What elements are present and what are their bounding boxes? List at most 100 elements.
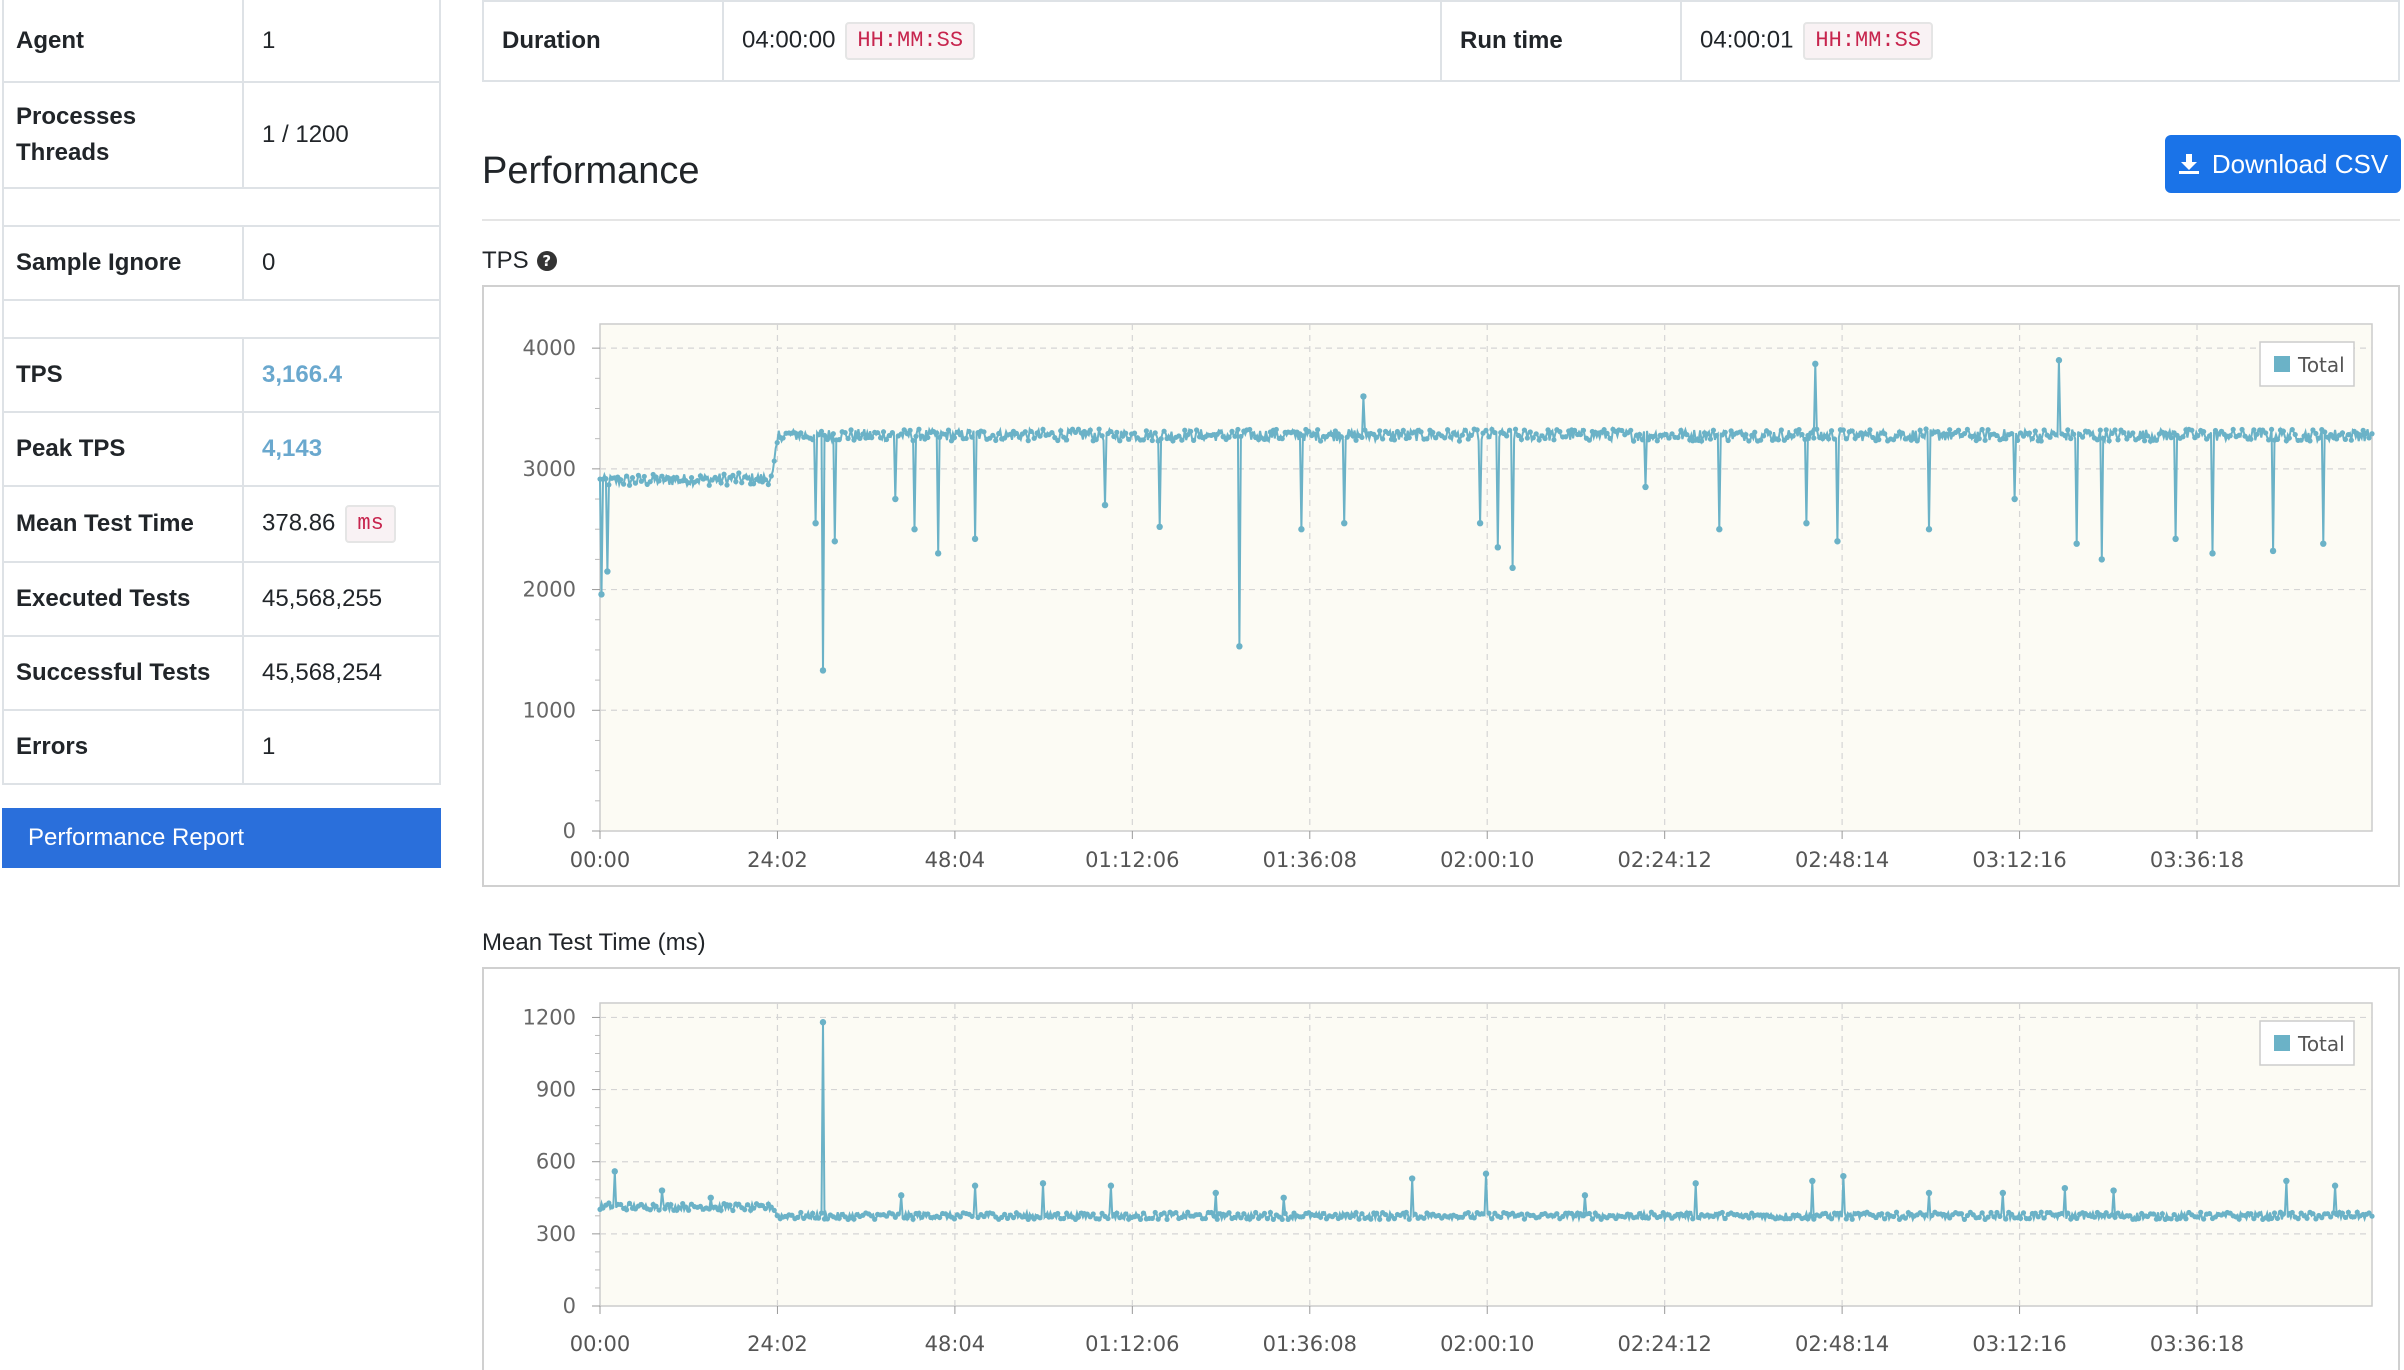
data-point bbox=[1064, 437, 1070, 443]
duration-format: HH:MM:SS bbox=[845, 22, 976, 60]
data-point bbox=[2180, 434, 2186, 440]
data-point bbox=[996, 430, 1002, 437]
data-point bbox=[1471, 1215, 1477, 1221]
y-tick-label: 900 bbox=[536, 1078, 576, 1102]
data-point bbox=[1722, 1215, 1728, 1222]
summary-row-sample-ignore: Sample Ignore 0 bbox=[2, 225, 441, 301]
data-point bbox=[2239, 426, 2245, 433]
download-csv-button[interactable]: Download CSV bbox=[2165, 135, 2401, 193]
data-point bbox=[1406, 435, 1412, 441]
data-point bbox=[1790, 433, 1796, 439]
data-point bbox=[1282, 1210, 1288, 1216]
spike-point bbox=[1107, 1182, 1115, 1189]
data-point bbox=[1628, 427, 1634, 433]
data-point bbox=[1707, 436, 1714, 442]
data-point bbox=[883, 436, 890, 443]
data-point bbox=[1604, 430, 1610, 436]
data-point bbox=[694, 477, 701, 484]
data-point bbox=[1651, 433, 1657, 439]
data-point bbox=[1843, 1216, 1849, 1222]
spike-point bbox=[1298, 526, 1305, 533]
legend: Total bbox=[2259, 1020, 2355, 1066]
data-point bbox=[718, 480, 724, 486]
data-point bbox=[1126, 436, 1132, 442]
data-point bbox=[609, 1204, 615, 1210]
data-point bbox=[1687, 1210, 1693, 1216]
data-point bbox=[762, 1206, 768, 1212]
data-point bbox=[957, 432, 963, 438]
data-point bbox=[2032, 428, 2038, 434]
x-tick-label: 01:36:08 bbox=[1263, 848, 1357, 872]
data-point bbox=[2103, 427, 2109, 433]
summary-row-agent: Agent 1 bbox=[2, 0, 441, 83]
spike-point bbox=[1280, 1194, 1287, 1201]
data-point bbox=[1964, 426, 1970, 433]
legend: Total bbox=[2259, 341, 2355, 387]
data-point bbox=[2183, 1216, 2189, 1222]
x-tick-label: 48:04 bbox=[925, 848, 986, 872]
data-point bbox=[2313, 1216, 2319, 1222]
data-point bbox=[2103, 1210, 2109, 1216]
duration-table: Duration 04:00:00 HH:MM:SS Run time 04:00… bbox=[482, 0, 2400, 82]
data-point bbox=[1418, 429, 1424, 435]
data-point bbox=[2106, 438, 2112, 444]
data-point bbox=[2168, 1216, 2174, 1222]
question-circle-icon[interactable]: ? bbox=[536, 251, 557, 271]
data-point bbox=[1997, 1213, 2003, 1219]
data-point bbox=[1143, 428, 1149, 434]
data-point bbox=[2345, 432, 2351, 438]
data-point bbox=[1979, 1210, 1985, 1216]
data-point bbox=[913, 433, 919, 439]
data-point bbox=[641, 473, 647, 480]
data-point bbox=[1146, 432, 1152, 438]
data-point bbox=[1382, 1211, 1389, 1218]
data-point bbox=[2333, 436, 2340, 442]
data-point bbox=[1061, 1215, 1067, 1222]
data-point bbox=[810, 1210, 816, 1216]
data-point bbox=[2342, 436, 2349, 442]
run-time-value: 04:00:01 bbox=[1700, 26, 1794, 54]
data-point bbox=[653, 1203, 659, 1209]
data-point bbox=[1368, 1216, 1374, 1222]
data-point bbox=[857, 435, 863, 442]
data-point bbox=[1430, 429, 1436, 436]
data-point bbox=[1105, 1215, 1111, 1222]
data-point bbox=[2339, 1210, 2346, 1216]
summary-row-processes: Processes Threads 1 / 1200 bbox=[2, 81, 441, 189]
data-point bbox=[824, 1216, 831, 1222]
spike-point bbox=[604, 568, 611, 575]
processes-label: Processes Threads bbox=[2, 81, 244, 189]
data-point bbox=[1055, 437, 1061, 444]
data-point bbox=[2251, 1216, 2257, 1222]
data-point bbox=[798, 1209, 804, 1216]
data-point bbox=[647, 479, 653, 485]
data-point bbox=[2009, 1211, 2015, 1217]
data-point bbox=[1264, 1216, 1271, 1222]
data-point bbox=[626, 1200, 633, 1206]
data-point bbox=[2310, 427, 2316, 433]
data-point bbox=[1096, 426, 1102, 432]
data-point bbox=[1332, 1211, 1338, 1217]
data-point bbox=[1353, 437, 1359, 443]
spike-point bbox=[2011, 495, 2018, 503]
data-point bbox=[686, 1207, 692, 1213]
spike-point bbox=[1812, 360, 1819, 368]
data-point bbox=[1131, 430, 1138, 436]
data-point bbox=[1876, 437, 1882, 443]
data-point bbox=[2020, 1210, 2027, 1216]
data-point bbox=[1530, 435, 1536, 441]
spike-point bbox=[898, 1192, 905, 1199]
section-divider bbox=[482, 219, 2400, 221]
data-point bbox=[1397, 431, 1403, 437]
x-tick-label: 03:36:18 bbox=[2150, 1332, 2244, 1356]
data-point bbox=[1149, 1215, 1155, 1222]
x-tick-label: 24:02 bbox=[747, 1332, 808, 1356]
data-point bbox=[990, 1211, 996, 1217]
performance-report-button[interactable]: Performance Report bbox=[2, 808, 441, 868]
data-point bbox=[603, 476, 609, 482]
data-point bbox=[1424, 436, 1430, 442]
data-point bbox=[2268, 426, 2275, 433]
data-point bbox=[750, 1205, 757, 1211]
data-point bbox=[662, 1206, 668, 1212]
data-point bbox=[1040, 426, 1046, 432]
